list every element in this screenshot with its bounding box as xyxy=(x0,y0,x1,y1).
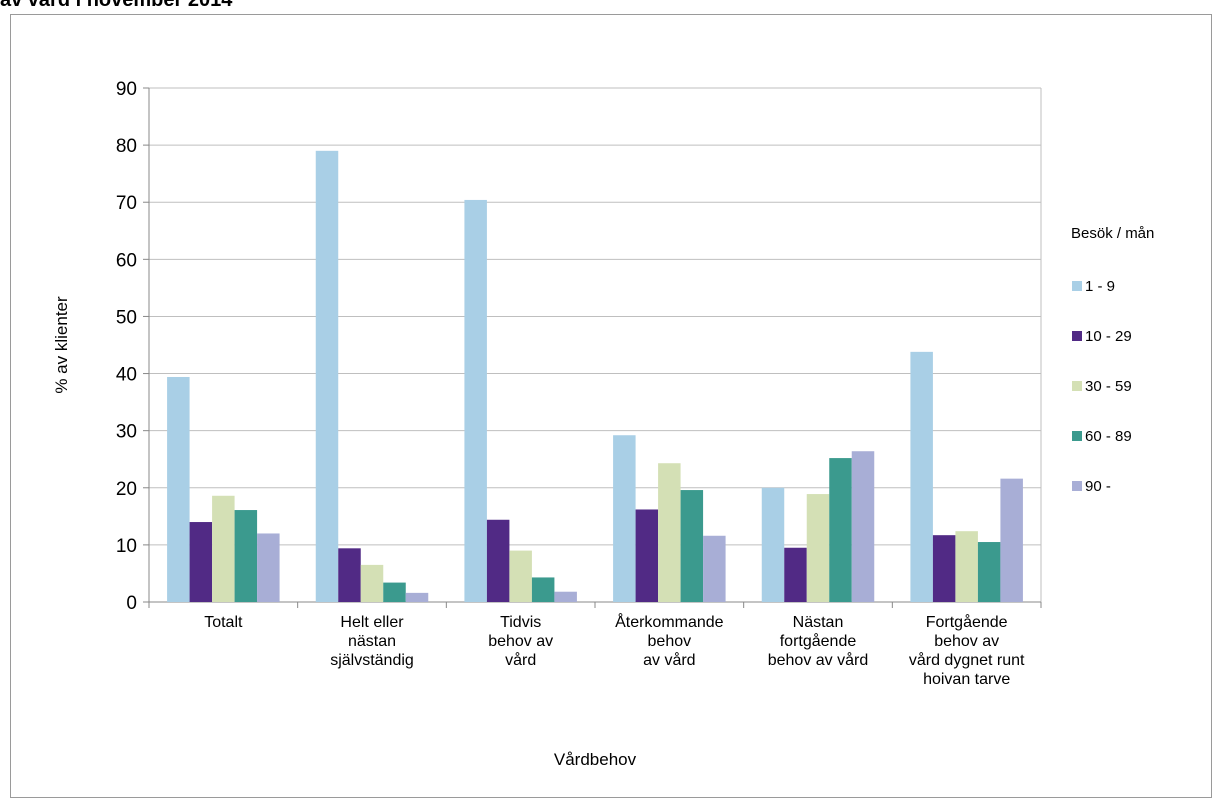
bar xyxy=(703,536,726,602)
bar-chart: 0 10 20 30 40 50 60 70 80 90 Totalt Helt eller näst… xyxy=(11,15,1213,799)
bar xyxy=(829,458,852,602)
gridlines xyxy=(143,88,1041,608)
y-tick-label: 70 xyxy=(116,193,137,214)
x-category-label: Totalt xyxy=(204,614,243,631)
bar xyxy=(338,548,361,602)
bar xyxy=(167,377,190,602)
y-axis-title: % av klienter xyxy=(52,296,71,394)
legend-swatch xyxy=(1072,481,1082,491)
bar xyxy=(681,490,704,602)
bar xyxy=(658,463,681,602)
bar xyxy=(464,200,487,602)
y-tick-label: 80 xyxy=(116,136,137,157)
legend-label: 30 - 59 xyxy=(1085,378,1132,395)
y-tick-label: 90 xyxy=(116,79,137,100)
bar xyxy=(509,551,531,602)
legend-swatch xyxy=(1072,381,1082,391)
x-category-label: Återkommande behov av vård xyxy=(615,612,724,669)
bar xyxy=(361,565,384,602)
bar xyxy=(636,509,659,602)
x-category-label: Fortgående behov av vård dygnet runt hoivan… xyxy=(909,613,1025,688)
chart-frame: 0 10 20 30 40 50 60 70 80 90 Totalt Helt eller näst… xyxy=(10,14,1212,798)
x-category-label: Helt eller nästan självständig xyxy=(330,614,414,669)
x-category-label: Nästan fortgående behov av vård xyxy=(768,614,869,669)
bar xyxy=(910,352,933,602)
bars xyxy=(167,151,1023,602)
y-tick-label: 40 xyxy=(116,365,137,386)
bar xyxy=(852,451,875,602)
x-axis-title: Vårdbehov xyxy=(554,750,637,769)
x-axis-categories: Totalt Helt eller nästan självständig Tidvis… xyxy=(204,612,1025,688)
bar xyxy=(257,533,280,602)
y-tick-label: 10 xyxy=(116,536,137,557)
bar xyxy=(235,510,257,602)
legend-title: Besök / mån xyxy=(1071,225,1154,242)
legend-label: 90 - xyxy=(1085,478,1111,495)
y-tick-label: 50 xyxy=(116,307,137,328)
bar xyxy=(807,494,830,602)
bar xyxy=(762,488,785,602)
y-axis-ticks: 0 10 20 30 40 50 60 70 80 90 xyxy=(116,79,137,614)
legend-swatch xyxy=(1072,331,1082,341)
bar xyxy=(316,151,339,602)
bar xyxy=(212,496,235,602)
bar xyxy=(933,535,956,602)
bar xyxy=(554,592,577,602)
bar xyxy=(383,583,406,602)
bar xyxy=(613,435,636,602)
legend-swatch xyxy=(1072,431,1082,441)
bar xyxy=(532,577,555,602)
y-tick-label: 0 xyxy=(126,593,137,614)
bar xyxy=(955,531,978,602)
bar xyxy=(1000,479,1023,602)
bar xyxy=(784,548,807,602)
bar xyxy=(487,520,510,602)
legend: Besök / mån 1 - 9 10 - 29 30 - 59 60 - 89 90… xyxy=(1071,225,1154,495)
chart-title-fragment: av vård i november 2014 xyxy=(0,0,232,12)
bar xyxy=(190,522,213,602)
bar xyxy=(978,542,1001,602)
legend-swatch xyxy=(1072,281,1082,291)
y-tick-label: 30 xyxy=(116,422,137,443)
bar xyxy=(406,593,429,602)
x-category-label: Tidvis behov av vård xyxy=(488,614,553,669)
legend-label: 1 - 9 xyxy=(1085,278,1115,295)
legend-label: 60 - 89 xyxy=(1085,428,1132,445)
y-tick-label: 60 xyxy=(116,250,137,271)
y-tick-label: 20 xyxy=(116,479,137,500)
legend-label: 10 - 29 xyxy=(1085,328,1132,345)
